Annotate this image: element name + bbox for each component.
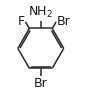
Text: NH$_2$: NH$_2$ <box>28 5 53 20</box>
Text: Br: Br <box>34 77 48 90</box>
Text: F: F <box>18 15 25 28</box>
Text: Br: Br <box>57 15 71 28</box>
